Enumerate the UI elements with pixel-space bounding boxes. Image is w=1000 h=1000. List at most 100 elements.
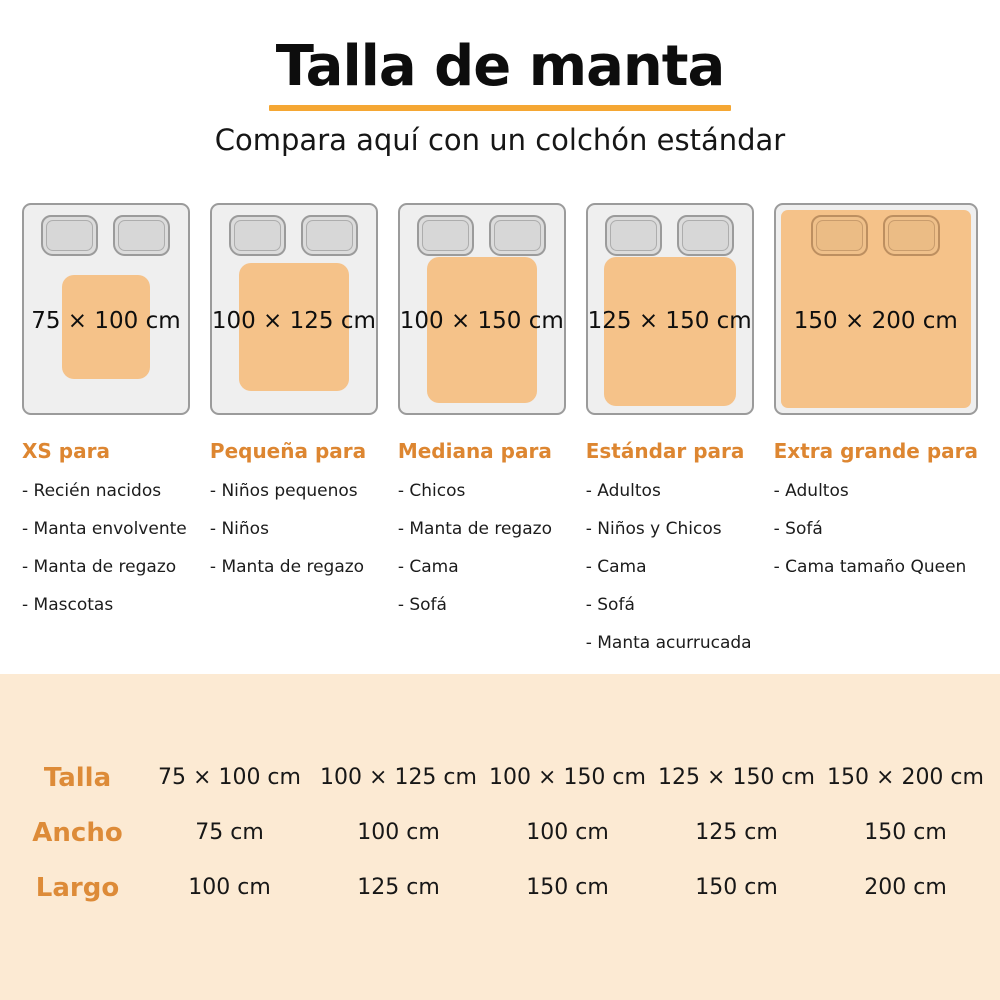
table-cell: 100 cm: [357, 820, 440, 845]
size-column-xs: 75 × 100 cm XS para Recién nacidos Manta…: [22, 202, 190, 671]
category-heading: Mediana para: [397, 438, 552, 463]
table-cell: 100 × 150 cm: [489, 765, 646, 790]
blanket-size-label: 75 × 100 cm: [31, 308, 181, 335]
title-underline: [269, 104, 731, 111]
table-cell: 75 cm: [195, 820, 264, 845]
category-heading: Extra grande para: [773, 438, 978, 463]
blanket-shape: [238, 262, 349, 391]
bed-diagram-standard: 125 × 150 cm: [585, 202, 754, 415]
pillow-icon: [811, 214, 869, 256]
table-cell: 125 cm: [357, 875, 440, 900]
size-column-extra-large: 150 × 200 cm Extra grande para Adultos S…: [773, 202, 978, 671]
pillow-icon: [301, 214, 359, 256]
use-list: Adultos Sofá Cama tamaño Queen: [774, 481, 978, 577]
blanket-shape: [603, 256, 736, 406]
use-list: Chicos Manta de regazo Cama Sofá: [398, 481, 566, 615]
pillow-row: [588, 214, 752, 256]
bed-diagram-medium: 100 × 150 cm: [397, 202, 566, 415]
table-cell: 125 × 150 cm: [658, 765, 815, 790]
pillow-inner: [816, 219, 864, 251]
table-cell: 100 × 125 cm: [320, 765, 477, 790]
blanket-shape: [61, 274, 150, 379]
table-row-largo: Largo 100 cm 125 cm 150 cm 150 cm 200 cm: [10, 860, 990, 915]
use-item: Niños pequenos: [210, 481, 378, 501]
pillow-icon: [41, 214, 99, 256]
use-item: Cama: [586, 557, 754, 577]
table-cell: 75 × 100 cm: [158, 765, 301, 790]
pillow-icon: [605, 214, 663, 256]
use-list: Adultos Niños y Chicos Cama Sofá Manta a…: [586, 481, 754, 653]
pillow-inner: [118, 219, 166, 251]
size-table-section: Talla 75 × 100 cm 100 × 125 cm 100 × 150…: [0, 674, 1000, 1000]
use-item: Recién nacidos: [22, 481, 190, 501]
use-item: Adultos: [774, 481, 978, 501]
category-heading: XS para: [22, 438, 110, 463]
pillow-inner: [306, 219, 354, 251]
use-item: Sofá: [774, 519, 978, 539]
use-item: Cama: [398, 557, 566, 577]
use-item: Cama tamaño Queen: [774, 557, 978, 577]
use-item: Manta de regazo: [398, 519, 566, 539]
bed-diagram-xs: 75 × 100 cm: [22, 202, 190, 415]
bed-diagram-extra-large: 150 × 200 cm: [773, 202, 978, 415]
table-cell: 100 cm: [188, 875, 271, 900]
use-item: Niños y Chicos: [586, 519, 754, 539]
use-item: Mascotas: [22, 595, 190, 615]
use-item: Manta de regazo: [22, 557, 190, 577]
pillow-inner: [610, 219, 658, 251]
pillow-inner: [888, 219, 936, 251]
page-subtitle: Compara aquí con un colchón estándar: [214, 122, 786, 157]
pillow-inner: [46, 219, 94, 251]
use-list: Niños pequenos Niños Manta de regazo: [210, 481, 378, 577]
table-cell: 200 cm: [864, 875, 947, 900]
page-title: Talla de manta: [275, 34, 726, 99]
table-cell: 100 cm: [526, 820, 609, 845]
row-label-largo: Largo: [35, 872, 120, 903]
size-columns: 75 × 100 cm XS para Recién nacidos Manta…: [0, 202, 1000, 671]
table-row-ancho: Ancho 75 cm 100 cm 100 cm 125 cm 150 cm: [10, 805, 990, 860]
use-item: Chicos: [398, 481, 566, 501]
use-item: Sofá: [586, 595, 754, 615]
category-heading: Estándar para: [585, 438, 745, 463]
bed-diagram-small: 100 × 125 cm: [209, 202, 378, 415]
blanket-shape: [426, 256, 537, 403]
size-column-small: 100 × 125 cm Pequeña para Niños pequenos…: [209, 202, 378, 671]
use-item: Sofá: [398, 595, 566, 615]
use-list: Recién nacidos Manta envolvente Manta de…: [22, 481, 190, 615]
pillow-icon: [677, 214, 735, 256]
pillow-icon: [489, 214, 547, 256]
blanket-size-label: 150 × 200 cm: [793, 308, 958, 335]
pillow-inner: [494, 219, 542, 251]
table-row-talla: Talla 75 × 100 cm 100 × 125 cm 100 × 150…: [10, 750, 990, 805]
size-column-medium: 100 × 150 cm Mediana para Chicos Manta d…: [397, 202, 566, 671]
pillow-inner: [682, 219, 730, 251]
pillow-inner: [234, 219, 282, 251]
use-item: Adultos: [586, 481, 754, 501]
table-cell: 150 cm: [864, 820, 947, 845]
table-cell: 150 cm: [526, 875, 609, 900]
header: Talla de manta Compara aquí con un colch…: [0, 0, 1000, 157]
blanket-size-label: 100 × 150 cm: [399, 308, 564, 335]
table-cell: 150 × 200 cm: [827, 765, 984, 790]
pillow-row: [212, 214, 376, 256]
pillow-row: [776, 214, 976, 256]
pillow-icon: [229, 214, 287, 256]
use-item: Manta envolvente: [22, 519, 190, 539]
pillow-icon: [883, 214, 941, 256]
category-heading: Pequeña para: [209, 438, 367, 463]
use-item: Manta de regazo: [210, 557, 378, 577]
size-column-standard: 125 × 150 cm Estándar para Adultos Niños…: [585, 202, 754, 671]
pillow-row: [24, 214, 188, 256]
pillow-row: [400, 214, 564, 256]
use-item: Niños: [210, 519, 378, 539]
row-label-talla: Talla: [43, 762, 112, 793]
pillow-icon: [113, 214, 171, 256]
pillow-icon: [417, 214, 475, 256]
use-item: Manta acurrucada: [586, 633, 754, 653]
table-cell: 125 cm: [695, 820, 778, 845]
row-label-ancho: Ancho: [32, 817, 123, 848]
table-cell: 150 cm: [695, 875, 778, 900]
blanket-size-label: 125 × 150 cm: [587, 308, 752, 335]
blanket-size-label: 100 × 125 cm: [211, 308, 376, 335]
pillow-inner: [422, 219, 470, 251]
